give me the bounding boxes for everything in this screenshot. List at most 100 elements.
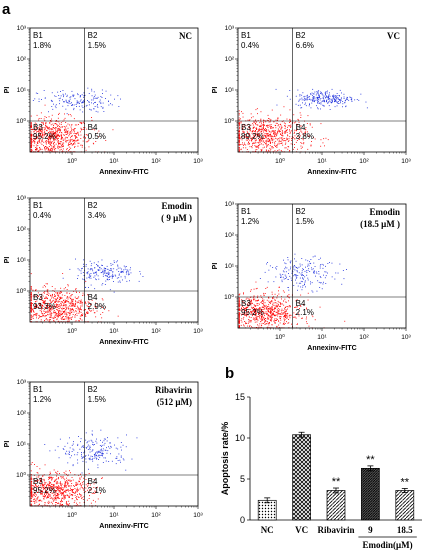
- scatter-point: [271, 142, 273, 144]
- scatter-point: [43, 300, 45, 302]
- scatter-point: [65, 305, 67, 306]
- scatter-point: [286, 139, 288, 141]
- scatter-point: [289, 150, 291, 152]
- scatter-point: [291, 323, 292, 325]
- scatter-point: [60, 483, 62, 484]
- scatter-point: [60, 303, 62, 305]
- scatter-point: [260, 140, 262, 142]
- scatter-point: [41, 309, 43, 311]
- scatter-point: [63, 490, 65, 492]
- scatter-point: [304, 99, 305, 101]
- scatter-point: [254, 142, 256, 144]
- scatter-point: [51, 487, 53, 488]
- scatter-point: [274, 130, 276, 131]
- scatter-point: [75, 481, 77, 483]
- scatter-point: [108, 269, 110, 271]
- scatter-point: [43, 123, 44, 125]
- scatter-point: [79, 494, 81, 495]
- scatter-point: [35, 92, 37, 94]
- scatter-point: [305, 131, 307, 133]
- scatter-point: [258, 312, 260, 314]
- scatter-point: [69, 101, 71, 103]
- scatter-point: [69, 134, 71, 136]
- scatter-point: [109, 289, 111, 291]
- scatter-point: [43, 314, 45, 316]
- scatter-point: [83, 123, 85, 124]
- scatter-point: [271, 315, 273, 317]
- scatter-point: [64, 113, 65, 115]
- scatter-point: [249, 119, 251, 121]
- scatter-point: [238, 128, 240, 130]
- scatter-point: [98, 454, 100, 456]
- scatter-point: [262, 298, 264, 300]
- scatter-point: [266, 263, 267, 265]
- scatter-point: [260, 139, 262, 141]
- scatter-point: [294, 131, 295, 133]
- scatter-point: [287, 322, 289, 324]
- scatter-point: [50, 131, 52, 133]
- scatter-point: [338, 98, 339, 100]
- scatter-point: [40, 499, 41, 501]
- scatter-point: [260, 125, 262, 127]
- scatter-point: [79, 95, 81, 96]
- scatter-point: [264, 315, 265, 317]
- scatter-point: [52, 484, 54, 486]
- scatter-point: [69, 303, 71, 305]
- scatter-point: [131, 458, 133, 460]
- scatter-point: [297, 104, 299, 106]
- scatter-point: [276, 147, 278, 148]
- scatter-point: [102, 450, 104, 452]
- scatter-point: [243, 123, 245, 125]
- scatter-point: [257, 297, 258, 299]
- scatter-point: [75, 133, 76, 135]
- x-tick-label: 10¹: [109, 328, 119, 335]
- scatter-point: [270, 310, 272, 312]
- x-tick-label: 10⁰: [275, 333, 285, 341]
- scatter-point: [345, 105, 347, 107]
- scatter-point: [30, 287, 32, 289]
- scatter-point: [80, 438, 82, 440]
- scatter-point: [83, 456, 85, 458]
- scatter-point: [83, 501, 85, 503]
- scatter-point: [68, 318, 70, 320]
- scatter-point: [62, 134, 64, 136]
- scatter-point: [328, 94, 330, 96]
- scatter-point: [120, 276, 122, 278]
- scatter-point: [272, 147, 274, 149]
- scatter-point: [65, 489, 67, 491]
- scatter-point: [296, 306, 298, 308]
- scatter-point: [55, 127, 57, 129]
- scatter-point: [75, 140, 77, 142]
- scatter-point: [33, 310, 34, 312]
- scatter-point: [266, 140, 268, 142]
- scatter-point: [106, 278, 108, 280]
- scatter-point: [266, 308, 268, 310]
- scatter-point: [279, 131, 280, 133]
- scatter-point: [260, 121, 262, 123]
- scatter-point: [275, 88, 277, 90]
- scatter-point: [45, 297, 47, 299]
- scatter-point: [72, 298, 74, 300]
- scatter-point: [343, 93, 345, 95]
- scatter-point: [238, 299, 240, 301]
- scatter-point: [343, 278, 345, 280]
- scatter-point: [62, 126, 63, 128]
- scatter-point: [75, 301, 77, 302]
- scatter-point: [61, 291, 62, 293]
- scatter-point: [69, 305, 70, 307]
- scatter-point: [313, 272, 314, 274]
- scatter-point: [289, 133, 291, 134]
- y-tick-label: 10²: [17, 56, 27, 63]
- scatter-point: [259, 128, 261, 130]
- quadrant-name-b2: B2: [88, 31, 98, 40]
- scatter-point: [271, 147, 273, 149]
- scatter-point: [30, 295, 32, 297]
- scatter-point: [31, 481, 33, 482]
- scatter-point: [30, 139, 32, 141]
- scatter-point: [43, 478, 45, 480]
- scatter-point: [78, 142, 80, 144]
- x-tick-label: 10²: [359, 158, 369, 165]
- scatter-point: [243, 144, 245, 145]
- scatter-point: [238, 122, 240, 124]
- scatter-point: [93, 492, 95, 494]
